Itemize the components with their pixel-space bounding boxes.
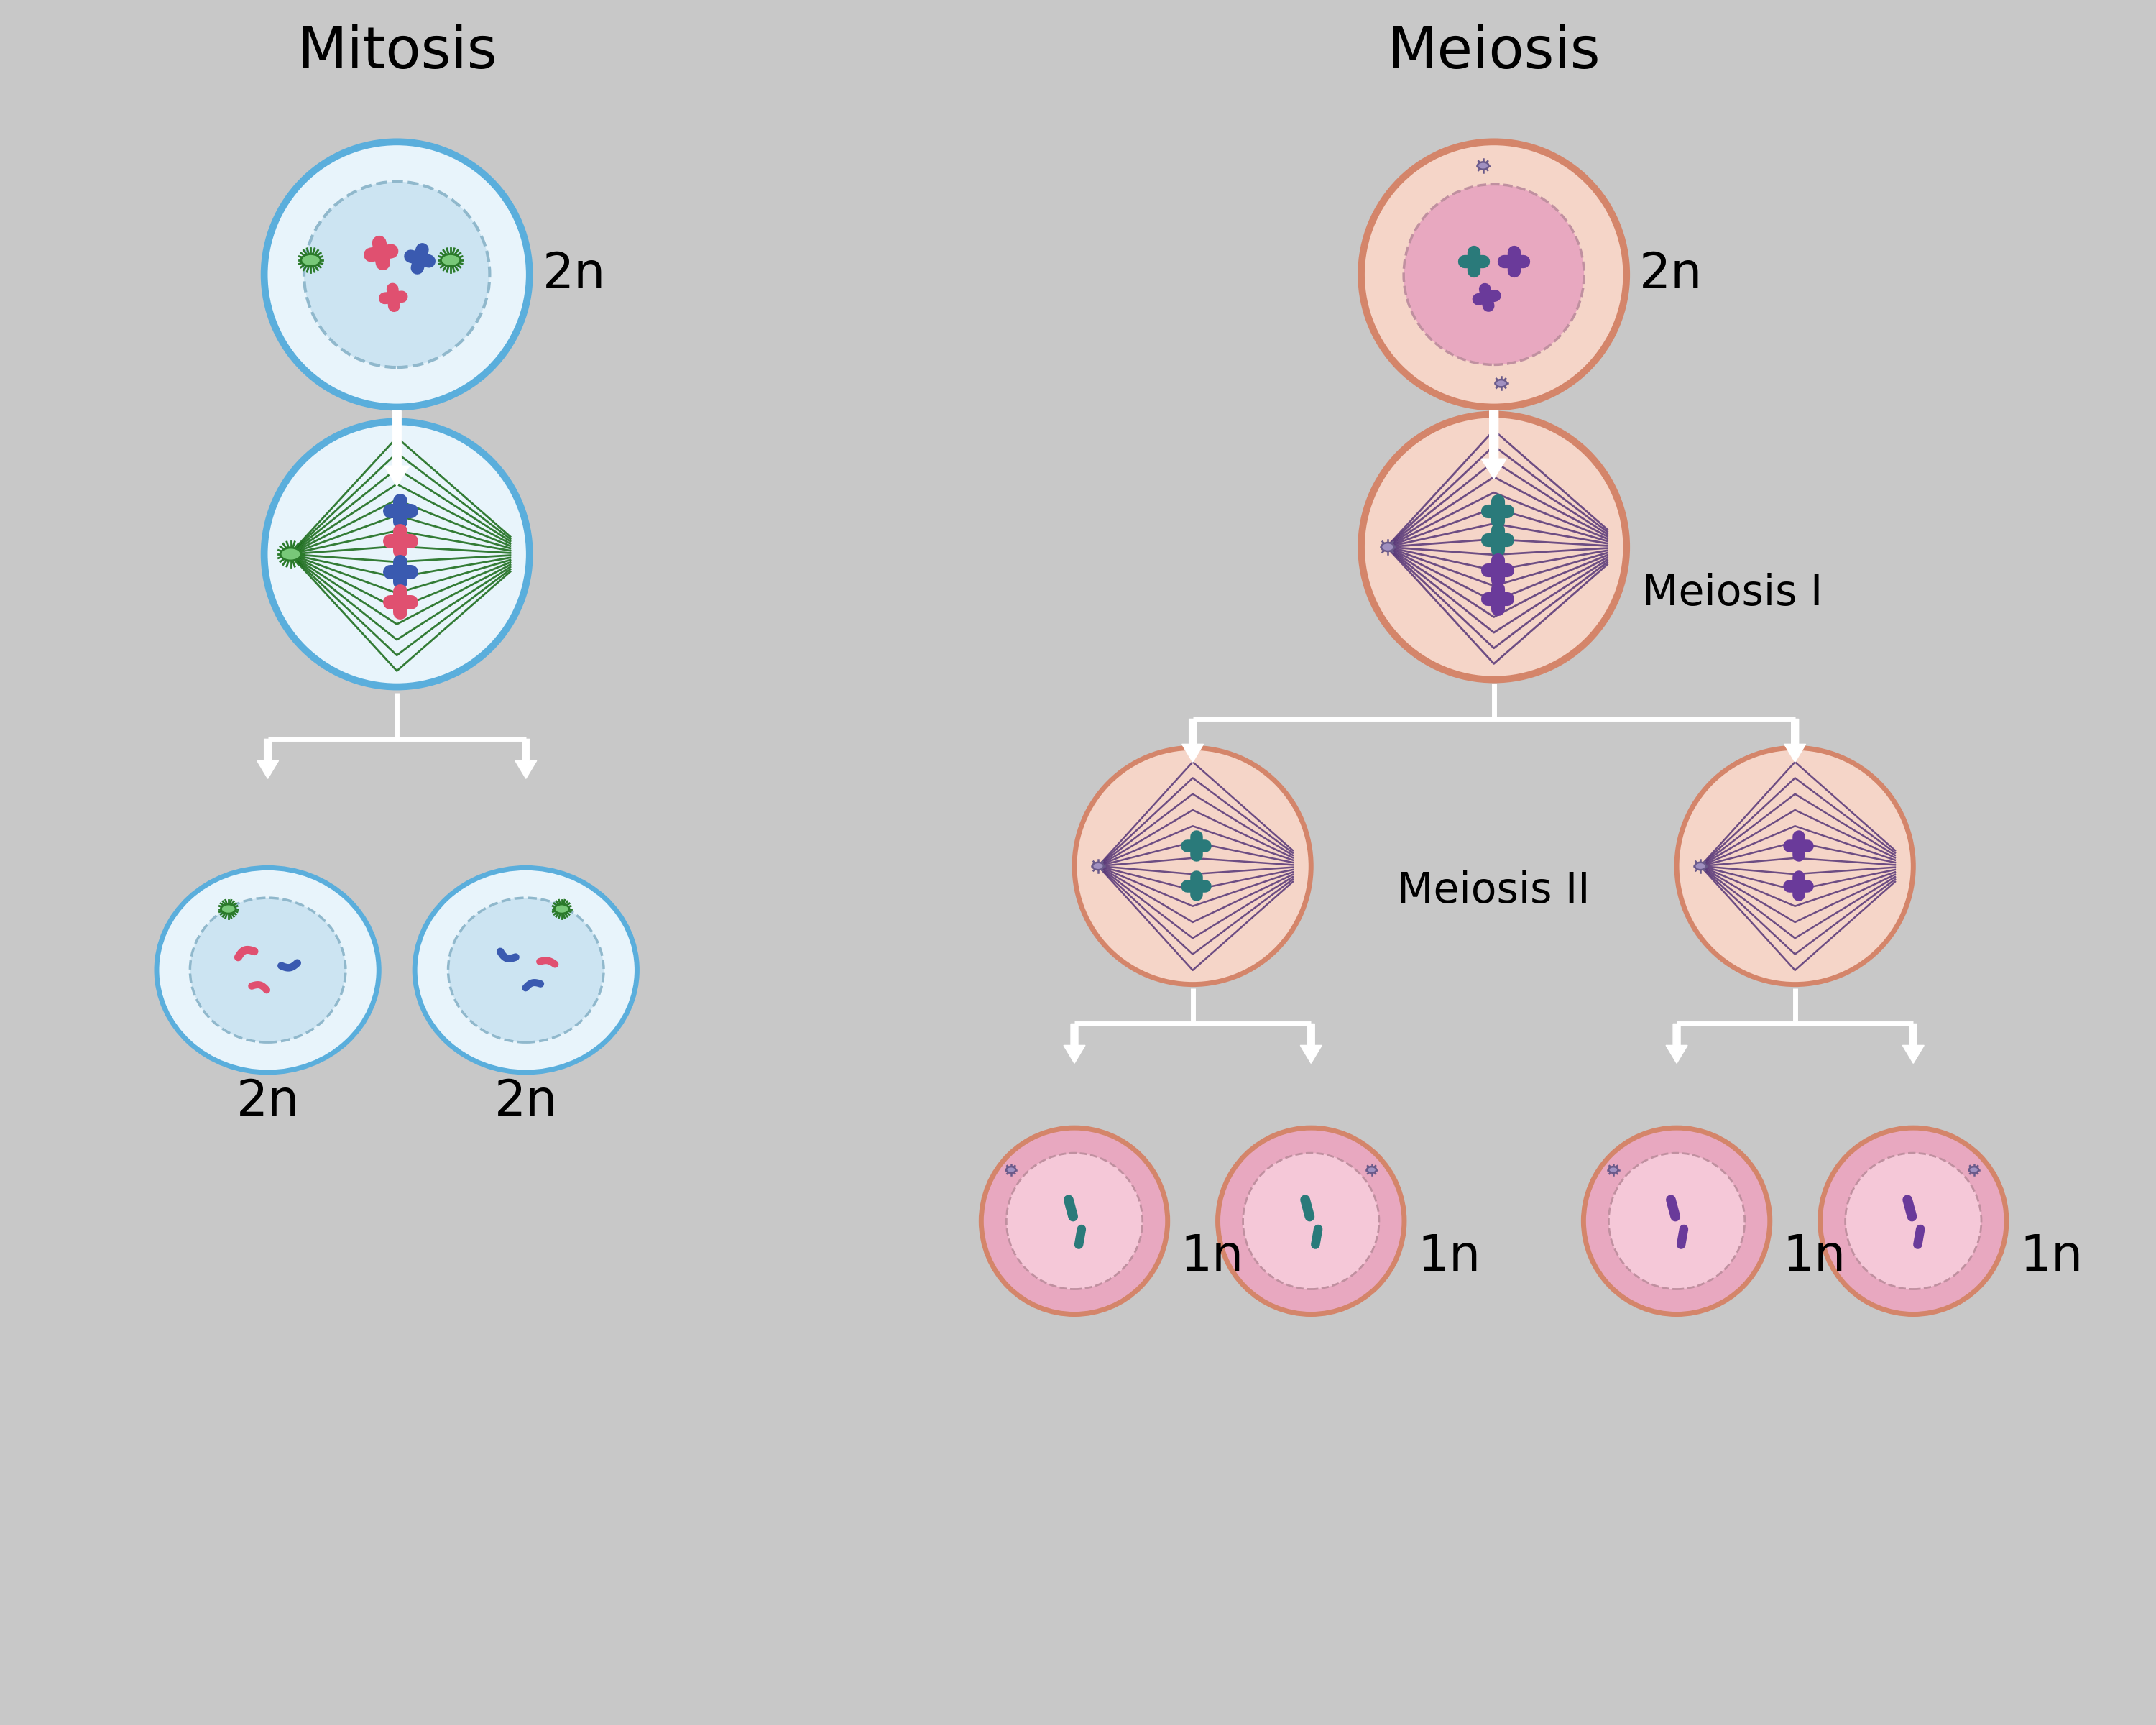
Ellipse shape <box>554 904 569 914</box>
Ellipse shape <box>1360 141 1626 407</box>
Text: Meiosis: Meiosis <box>1386 24 1600 81</box>
Ellipse shape <box>280 549 302 561</box>
Ellipse shape <box>265 421 530 687</box>
Ellipse shape <box>1677 747 1912 985</box>
FancyArrow shape <box>1063 1025 1084 1063</box>
Ellipse shape <box>1218 1128 1404 1314</box>
Text: 1n: 1n <box>1783 1233 1846 1282</box>
Ellipse shape <box>440 254 461 266</box>
Text: 2n: 2n <box>1639 250 1703 298</box>
FancyArrow shape <box>1902 1025 1923 1063</box>
Ellipse shape <box>1496 380 1507 386</box>
Ellipse shape <box>1846 1152 1981 1289</box>
Ellipse shape <box>1820 1128 2007 1314</box>
Text: Meiosis II: Meiosis II <box>1397 871 1591 913</box>
Ellipse shape <box>1968 1166 1979 1173</box>
Ellipse shape <box>1074 747 1311 985</box>
Text: 2n: 2n <box>235 1076 300 1125</box>
Text: 1n: 1n <box>1416 1233 1481 1282</box>
Ellipse shape <box>304 181 489 367</box>
Text: Mitosis: Mitosis <box>298 24 496 81</box>
Ellipse shape <box>1608 1152 1744 1289</box>
Ellipse shape <box>265 141 530 407</box>
FancyArrow shape <box>1667 1025 1688 1063</box>
FancyArrow shape <box>1181 719 1203 762</box>
Ellipse shape <box>1404 185 1585 364</box>
Text: 1n: 1n <box>2020 1233 2083 1282</box>
Ellipse shape <box>220 904 235 914</box>
Ellipse shape <box>981 1128 1169 1314</box>
Ellipse shape <box>1695 862 1705 869</box>
FancyArrow shape <box>1481 411 1507 480</box>
Text: 2n: 2n <box>543 250 606 298</box>
FancyArrow shape <box>384 411 410 486</box>
Text: 2n: 2n <box>494 1076 558 1125</box>
Ellipse shape <box>1583 1128 1770 1314</box>
Ellipse shape <box>414 868 636 1073</box>
Text: Meiosis I: Meiosis I <box>1643 573 1822 614</box>
FancyArrow shape <box>1300 1025 1322 1063</box>
Ellipse shape <box>1093 862 1104 869</box>
Ellipse shape <box>448 897 604 1042</box>
Ellipse shape <box>1007 1166 1015 1173</box>
FancyArrow shape <box>515 738 537 778</box>
Ellipse shape <box>1007 1152 1143 1289</box>
Ellipse shape <box>1244 1152 1380 1289</box>
Ellipse shape <box>1360 414 1626 680</box>
Text: 1n: 1n <box>1181 1233 1244 1282</box>
FancyArrow shape <box>1785 719 1807 762</box>
Ellipse shape <box>1608 1166 1617 1173</box>
Ellipse shape <box>1477 162 1488 169</box>
Ellipse shape <box>190 897 345 1042</box>
FancyArrow shape <box>257 738 278 778</box>
Ellipse shape <box>1367 1166 1376 1173</box>
Ellipse shape <box>302 254 321 266</box>
Ellipse shape <box>157 868 379 1073</box>
Ellipse shape <box>1382 543 1395 552</box>
